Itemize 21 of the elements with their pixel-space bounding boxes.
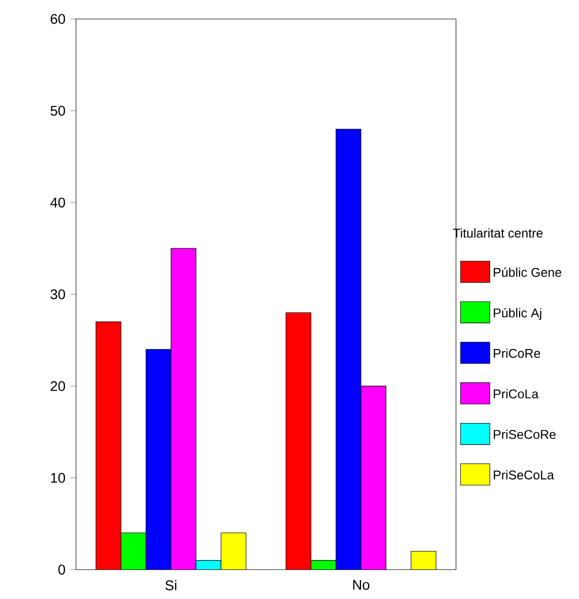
- legend-label: PriCoLa: [494, 389, 539, 398]
- y-tick-label: 0: [58, 564, 66, 575]
- x-tick-label: No: [353, 580, 370, 590]
- y-tick-label: 60: [50, 14, 66, 24]
- legend-label: PriSeCoRe: [494, 430, 556, 439]
- y-tick-label: 50: [50, 106, 66, 116]
- y-tick-label: 10: [51, 472, 66, 483]
- bar: [336, 128, 362, 570]
- x-tick-label: Si: [165, 580, 176, 590]
- bar: [146, 349, 172, 570]
- legend-label: Públic Aj: [494, 308, 542, 320]
- y-tick-label: 30: [50, 289, 66, 300]
- legend-label: Públic Gene: [494, 267, 562, 277]
- y-tick-label: 20: [50, 381, 66, 392]
- bar: [120, 532, 146, 570]
- y-tick-label: 40: [50, 198, 66, 208]
- legend-label: PriSeCoLa: [494, 470, 554, 480]
- legend-title: Titularitat centre: [453, 228, 543, 238]
- bar: [410, 551, 436, 570]
- legend-label: PriCoRe: [494, 348, 540, 358]
- bar: [220, 532, 246, 570]
